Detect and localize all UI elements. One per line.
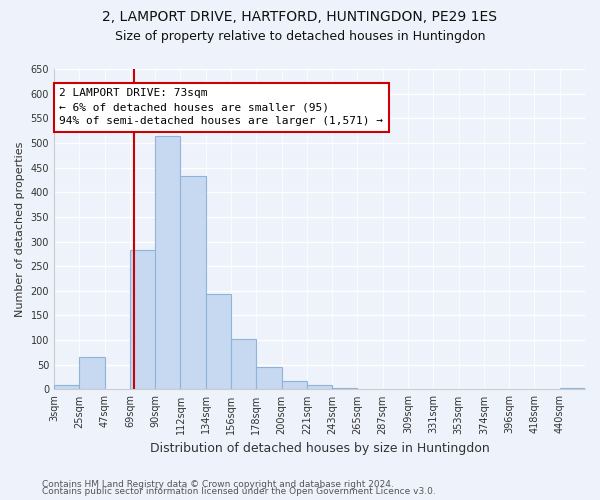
Text: Contains HM Land Registry data © Crown copyright and database right 2024.: Contains HM Land Registry data © Crown c… <box>42 480 394 489</box>
Bar <box>256 367 281 390</box>
Y-axis label: Number of detached properties: Number of detached properties <box>15 142 25 317</box>
Bar <box>54 384 79 390</box>
Bar <box>281 380 307 390</box>
Text: Contains public sector information licensed under the Open Government Licence v3: Contains public sector information licen… <box>42 487 436 496</box>
Bar <box>206 294 231 390</box>
Bar <box>307 384 332 390</box>
Bar <box>332 388 358 390</box>
Bar <box>155 136 181 390</box>
Bar <box>79 358 104 390</box>
Bar <box>560 388 585 390</box>
X-axis label: Distribution of detached houses by size in Huntingdon: Distribution of detached houses by size … <box>149 442 490 455</box>
Bar <box>130 250 155 390</box>
Bar <box>181 176 206 390</box>
Text: Size of property relative to detached houses in Huntingdon: Size of property relative to detached ho… <box>115 30 485 43</box>
Text: 2 LAMPORT DRIVE: 73sqm
← 6% of detached houses are smaller (95)
94% of semi-deta: 2 LAMPORT DRIVE: 73sqm ← 6% of detached … <box>59 88 383 126</box>
Text: 2, LAMPORT DRIVE, HARTFORD, HUNTINGDON, PE29 1ES: 2, LAMPORT DRIVE, HARTFORD, HUNTINGDON, … <box>103 10 497 24</box>
Bar <box>231 338 256 390</box>
